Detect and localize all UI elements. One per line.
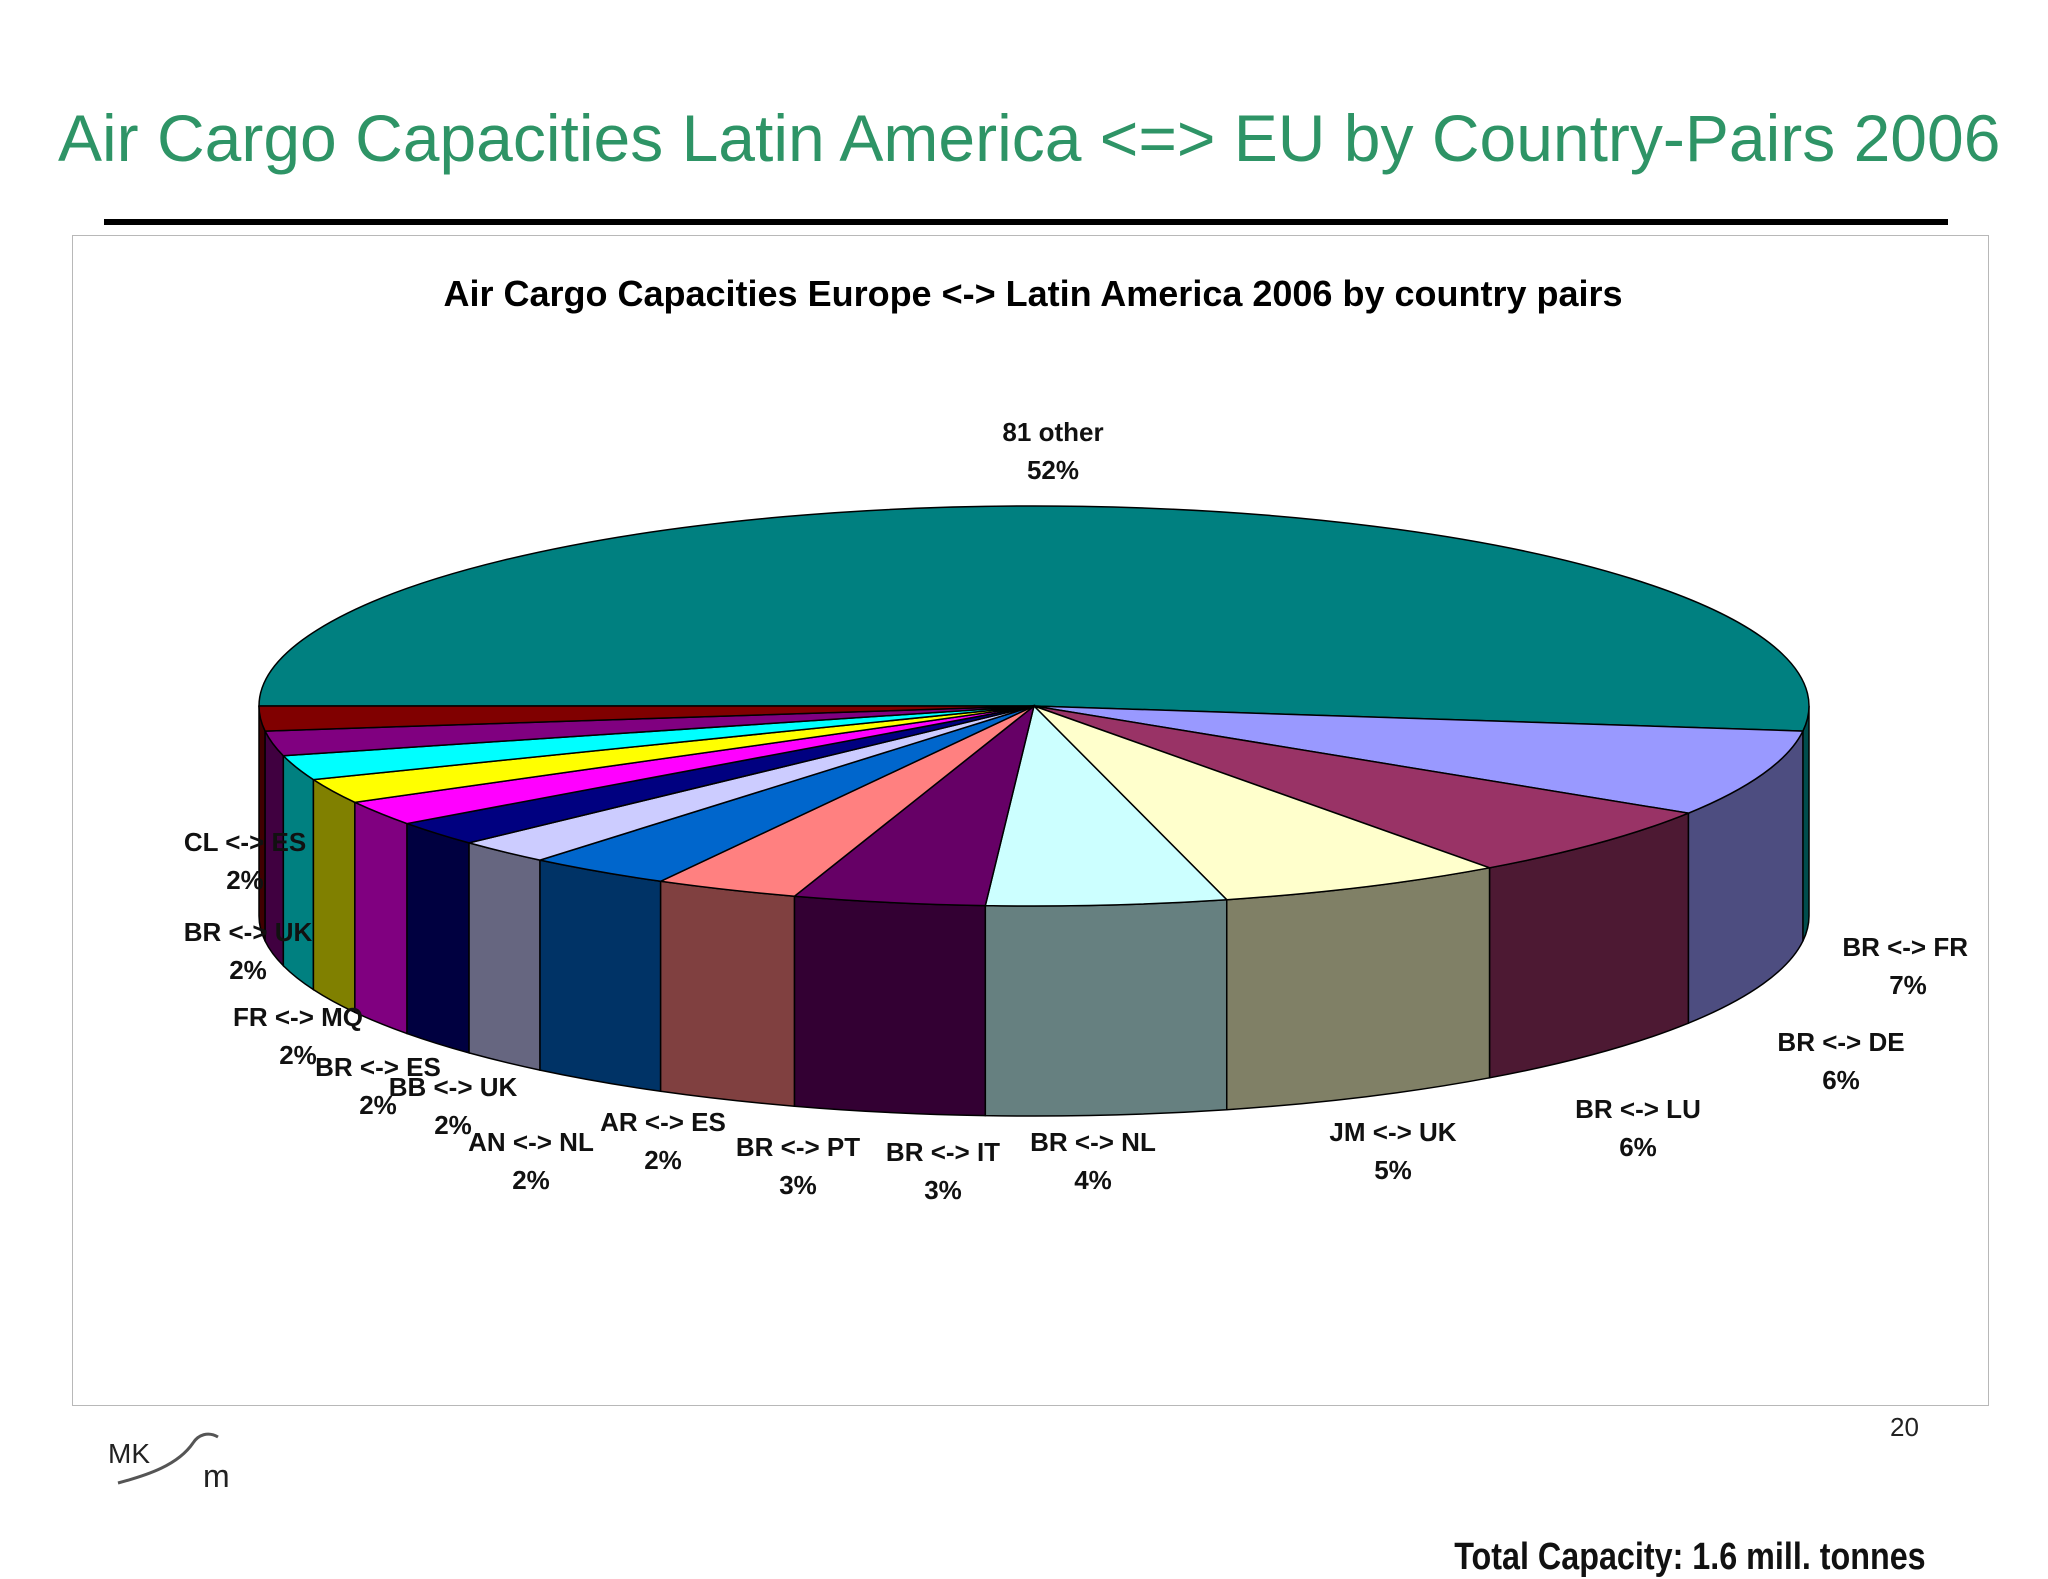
- slice-label-name: BR <-> ES: [315, 1052, 441, 1082]
- svg-text:m: m: [203, 1458, 230, 1494]
- slice-label-percent: 52%: [1027, 455, 1079, 485]
- slice-label-percent: 6%: [1822, 1065, 1860, 1095]
- pie-slice-br-fr: [1033, 705, 1805, 814]
- slice-label-percent: 3%: [779, 1170, 817, 1200]
- pie-slice-br-nl: [792, 704, 1036, 907]
- pie-top-faces: [258, 505, 1810, 907]
- title-divider: [104, 219, 1948, 225]
- pie-slice-cl-es: [258, 705, 1035, 732]
- slice-label-name: FR <-> MQ: [233, 1002, 363, 1032]
- slice-label-name: BR <-> DE: [1777, 1027, 1904, 1057]
- mksm-logo: MK m: [108, 1432, 230, 1494]
- slice-label-percent: 7%: [1889, 970, 1927, 1000]
- pie-side-ar-es: [468, 841, 541, 1072]
- pie-side-br-es: [312, 778, 356, 1014]
- slice-label-name: BR <-> LU: [1575, 1094, 1701, 1124]
- pie-side-br-pt: [539, 859, 662, 1093]
- chart-title: Air Cargo Capacities Europe <-> Latin Am…: [443, 273, 1622, 314]
- pie-slice-br-de: [1033, 705, 1692, 869]
- pie-side-fr-mq: [282, 753, 315, 992]
- page-number: 20: [1890, 1412, 1919, 1442]
- pie-slice-br-lu: [1033, 705, 1493, 901]
- slice-label-name: AN <-> NL: [468, 1127, 594, 1157]
- slice-label-name: BR <-> UK: [184, 917, 313, 947]
- slice-label-name: BR <-> FR: [1842, 932, 1968, 962]
- slice-label-percent: 5%: [1374, 1155, 1412, 1185]
- slice-label-percent: 2%: [359, 1090, 397, 1120]
- slice-label-name: AR <-> ES: [600, 1107, 726, 1137]
- slide-title: Air Cargo Capacities Latin America <=> E…: [58, 101, 2001, 175]
- chart-frame: Air Cargo Capacities Europe <-> Latin Am…: [72, 235, 1989, 1578]
- svg-text:MK: MK: [108, 1438, 150, 1469]
- slice-label-percent: 2%: [279, 1040, 317, 1070]
- pie-chart: Air Cargo Capacities Europe <-> Latin Am…: [184, 273, 1969, 1205]
- pie-side-br-nl: [793, 895, 987, 1117]
- slice-label-name: 81 other: [1002, 417, 1103, 447]
- pie-side-br-it: [659, 880, 796, 1108]
- pie-side-cl-es: [258, 705, 266, 942]
- pie-slice-jm-uk: [984, 704, 1229, 907]
- slice-label-percent: 2%: [229, 955, 267, 985]
- slice-label-percent: 2%: [226, 865, 264, 895]
- slice-label-percent: 4%: [1074, 1165, 1112, 1195]
- total-capacity-note: Total Capacity: 1.6 mill. tonnes: [1454, 1536, 1926, 1578]
- pie-side-an-nl: [406, 822, 470, 1054]
- slice-label-percent: 2%: [512, 1165, 550, 1195]
- pie-side-81-other: [1802, 705, 1810, 942]
- slice-label-percent: 2%: [644, 1145, 682, 1175]
- pie-side-jm-uk: [984, 898, 1228, 1117]
- slice-label-name: BR <-> PT: [736, 1132, 860, 1162]
- slice-label-name: JM <-> UK: [1329, 1117, 1456, 1147]
- slice-label-name: BB <-> UK: [389, 1072, 518, 1102]
- slice-label-name: CL <-> ES: [184, 827, 306, 857]
- pie-slice-81-other: [258, 505, 1810, 732]
- slice-label-name: BR <-> IT: [886, 1137, 1000, 1167]
- pie-side-walls: [258, 705, 1810, 1117]
- slice-label-percent: 6%: [1619, 1132, 1657, 1162]
- slice-label-name: BR <-> NL: [1030, 1127, 1156, 1157]
- slice-label-percent: 2%: [434, 1110, 472, 1140]
- pie-side-bb-uk: [354, 801, 408, 1035]
- pie-slice-labels: 81 other 52% BR <-> FR 7% BR <-> DE 6% BR <-> …: [184, 417, 1969, 1205]
- pie-side-br-lu: [1225, 866, 1491, 1111]
- slice-label-percent: 3%: [924, 1175, 962, 1205]
